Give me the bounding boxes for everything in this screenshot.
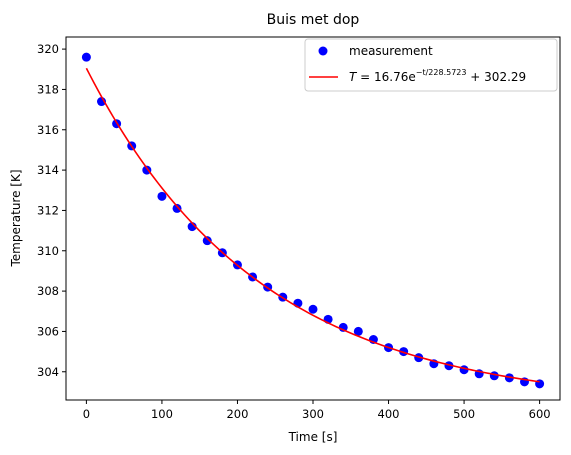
x-tick-label: 100 bbox=[151, 407, 173, 421]
legend-measurement-label: measurement bbox=[349, 44, 433, 58]
x-axis: 0 100 200 300 400 500 600 bbox=[83, 400, 551, 421]
legend-box bbox=[304, 38, 558, 92]
measurement-point bbox=[308, 304, 318, 314]
measurement-point bbox=[444, 361, 454, 371]
y-tick-label: 306 bbox=[37, 324, 59, 338]
y-axis: 304 306 308 310 312 314 316 318 320 bbox=[37, 42, 66, 379]
legend-measurement-marker bbox=[318, 46, 328, 56]
x-tick-label: 600 bbox=[529, 407, 551, 421]
fit-line bbox=[85, 67, 540, 383]
legend: measurement T = 16.76e−t/228.5723 + 302.… bbox=[304, 38, 558, 92]
chart-title: Buis met dop bbox=[267, 12, 360, 28]
x-tick-label: 400 bbox=[378, 407, 400, 421]
measurement-point bbox=[81, 52, 91, 62]
x-tick-label: 300 bbox=[302, 407, 324, 421]
legend-fit-label: T = 16.76e−t/228.5723 + 302.29 bbox=[349, 68, 526, 84]
y-tick-label: 314 bbox=[37, 163, 59, 177]
y-tick-label: 316 bbox=[37, 123, 59, 137]
measurement-point bbox=[202, 236, 212, 246]
y-tick-label: 318 bbox=[37, 82, 59, 96]
x-tick-label: 500 bbox=[453, 407, 475, 421]
y-tick-label: 308 bbox=[37, 284, 59, 298]
x-axis-label: Time [s] bbox=[288, 430, 338, 444]
y-tick-label: 312 bbox=[37, 203, 59, 217]
measurement-point bbox=[157, 191, 167, 201]
x-tick-label: 0 bbox=[83, 407, 90, 421]
measurement-point bbox=[353, 326, 363, 336]
plot-area bbox=[65, 36, 561, 401]
x-tick-label: 200 bbox=[226, 407, 248, 421]
measurement-point bbox=[172, 203, 182, 213]
y-tick-label: 320 bbox=[37, 42, 59, 56]
y-axis-label: Temperature [K] bbox=[9, 169, 23, 267]
y-tick-label: 304 bbox=[37, 365, 59, 379]
y-tick-label: 310 bbox=[37, 244, 59, 258]
